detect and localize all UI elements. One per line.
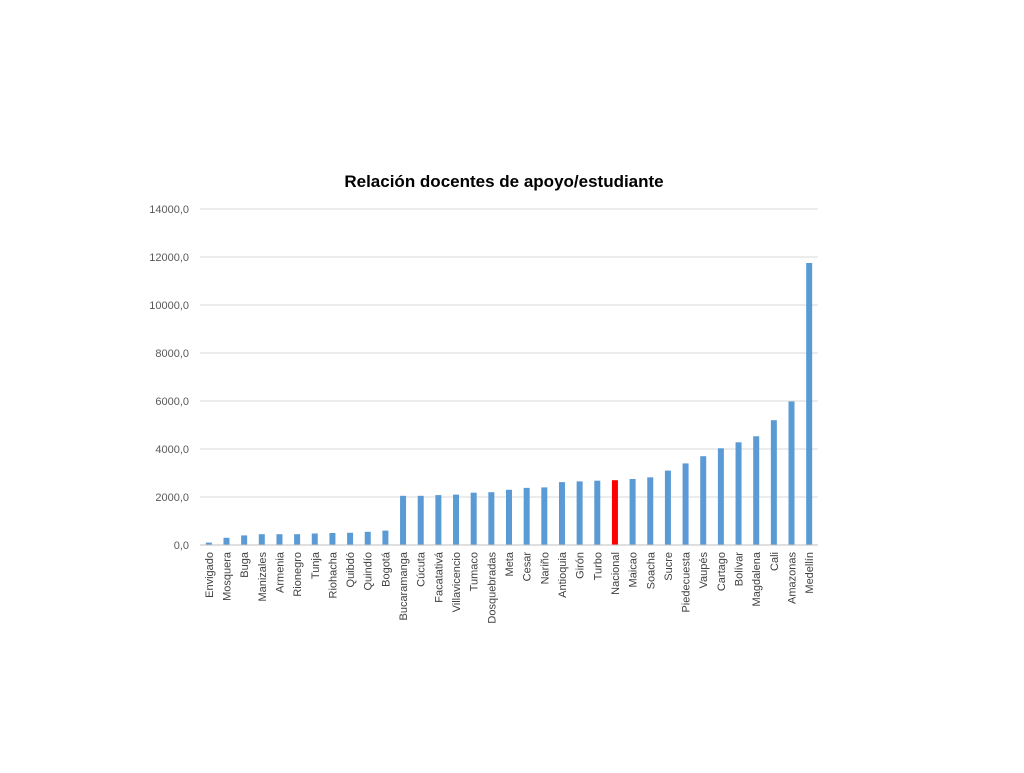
category-label: Amazonas bbox=[787, 552, 799, 604]
category-label: Bogotá bbox=[380, 551, 392, 587]
category-label: Soacha bbox=[645, 551, 657, 589]
category-label: Mosquera bbox=[221, 551, 233, 601]
bar-18 bbox=[523, 487, 530, 545]
category-label: Maicao bbox=[628, 552, 640, 587]
bar-9 bbox=[364, 531, 371, 545]
bar-33 bbox=[788, 401, 795, 545]
bar-31 bbox=[753, 436, 760, 545]
category-label: Girón bbox=[575, 552, 587, 579]
bar-19 bbox=[541, 487, 548, 545]
category-label: Buga bbox=[239, 551, 251, 578]
category-label: Dosquebradas bbox=[486, 552, 498, 624]
y-tick-label: 12000,0 bbox=[149, 252, 189, 264]
bar-16 bbox=[488, 492, 495, 545]
bar-6 bbox=[311, 533, 318, 545]
category-label: Facatativá bbox=[433, 551, 445, 603]
bar-12 bbox=[417, 495, 424, 545]
category-label: Vaupés bbox=[698, 552, 710, 589]
category-label: Villavicencio bbox=[451, 552, 463, 612]
category-label: Quindío bbox=[363, 552, 375, 591]
category-label: Bolívar bbox=[734, 552, 746, 587]
category-label: Tumaco bbox=[469, 552, 481, 591]
bar-1 bbox=[223, 537, 230, 545]
category-label: Sucre bbox=[663, 552, 675, 581]
category-label: Piedecuesta bbox=[681, 551, 693, 612]
bar-21 bbox=[576, 481, 583, 545]
bar-3 bbox=[258, 534, 265, 545]
bar-24 bbox=[629, 479, 636, 545]
bar-30 bbox=[735, 442, 742, 545]
category-label: Bucaramanga bbox=[398, 551, 410, 620]
bar-4 bbox=[276, 534, 283, 545]
y-tick-label: 2000,0 bbox=[155, 492, 189, 504]
category-label: Medellín bbox=[804, 552, 816, 594]
y-tick-label: 10000,0 bbox=[149, 300, 189, 312]
bar-10 bbox=[382, 530, 389, 545]
category-label: Tunja bbox=[310, 551, 322, 579]
category-label: Cesar bbox=[522, 552, 534, 582]
category-label: Nacional bbox=[610, 552, 622, 595]
category-label: Meta bbox=[504, 551, 516, 576]
bar-5 bbox=[294, 534, 301, 545]
y-tick-label: 8000,0 bbox=[155, 348, 189, 360]
bar-2 bbox=[241, 535, 248, 545]
bar-20 bbox=[558, 482, 565, 545]
y-tick-label: 14000,0 bbox=[149, 204, 189, 216]
category-label: Turbo bbox=[592, 552, 604, 580]
bar-15 bbox=[470, 492, 477, 545]
bar-7 bbox=[329, 533, 336, 545]
category-label: Rionegro bbox=[292, 552, 304, 597]
y-tick-label: 4000,0 bbox=[155, 444, 189, 456]
bar-34 bbox=[806, 263, 813, 545]
bar-26 bbox=[664, 470, 671, 545]
chart-title: Relación docentes de apoyo/estudiante bbox=[344, 172, 663, 191]
category-label: Nariño bbox=[539, 552, 551, 584]
category-label: Quibdó bbox=[345, 552, 357, 587]
bar-22 bbox=[594, 480, 601, 545]
gridlines bbox=[200, 208, 818, 498]
bar-8 bbox=[347, 532, 354, 545]
bar-28 bbox=[700, 456, 707, 545]
category-labels: Envigado Mosquera Buga Manizales Armenia Rion… bbox=[204, 551, 816, 623]
category-label: Cúcuta bbox=[416, 551, 428, 587]
y-axis-tick-labels: 0,0 2000,0 4000,0 6000,0 8000,0 10000,0 12000,… bbox=[149, 204, 189, 552]
category-label: Cartago bbox=[716, 552, 728, 591]
category-label: Armenia bbox=[274, 551, 286, 593]
category-label: Envigado bbox=[204, 552, 216, 598]
y-tick-label: 6000,0 bbox=[155, 396, 189, 408]
category-label: Magdalena bbox=[751, 551, 763, 606]
bar-14 bbox=[453, 494, 460, 545]
y-tick-label: 0,0 bbox=[174, 540, 189, 552]
category-label: Riohacha bbox=[327, 551, 339, 598]
bar-29 bbox=[717, 448, 724, 545]
bar-32 bbox=[770, 420, 777, 545]
bar-13 bbox=[435, 495, 442, 545]
bar-25 bbox=[647, 477, 654, 545]
bar-27 bbox=[682, 463, 689, 545]
category-label: Cali bbox=[769, 552, 781, 571]
bars bbox=[205, 263, 813, 545]
category-label: Antioquia bbox=[557, 551, 569, 598]
bar-23 bbox=[611, 480, 618, 545]
bar-0 bbox=[205, 542, 212, 545]
bar-17 bbox=[505, 489, 513, 545]
category-label: Manizales bbox=[257, 552, 269, 602]
bar-11 bbox=[400, 495, 407, 545]
